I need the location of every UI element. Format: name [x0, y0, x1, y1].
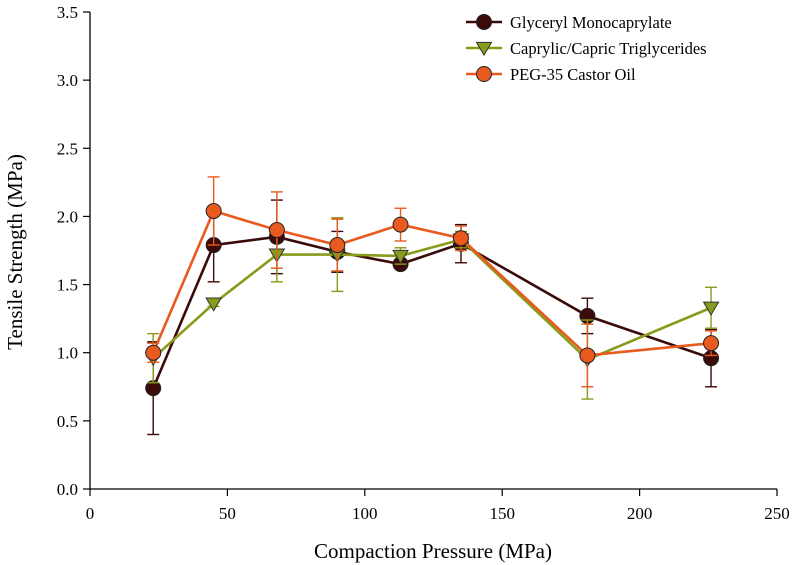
- data-point: [392, 216, 409, 233]
- data-point: [579, 347, 596, 364]
- data-point: [452, 230, 469, 247]
- y-axis-ticks: 0.0 0.5 1.0 1.5 2.0 2.5 3.0 3.5: [57, 3, 90, 499]
- legend-item-2: Caprylic/Capric Triglycerides: [466, 39, 707, 58]
- x-tick-label: 150: [489, 504, 515, 523]
- series-2: [144, 217, 720, 400]
- legend-marker: [475, 41, 493, 57]
- series-line: [152, 209, 712, 357]
- y-tick-label: 1.0: [57, 344, 78, 363]
- x-tick-label: 50: [219, 504, 236, 523]
- x-tick-label: 200: [627, 504, 653, 523]
- legend-label: PEG-35 Castor Oil: [510, 65, 636, 84]
- data-point: [702, 301, 720, 316]
- x-tick-label: 250: [764, 504, 790, 523]
- data-point: [205, 297, 223, 312]
- data-point: [145, 344, 162, 361]
- y-tick-label: 1.5: [57, 276, 78, 295]
- data-point: [205, 202, 222, 219]
- series-3: [145, 176, 720, 388]
- series-line: [152, 235, 712, 389]
- data-point: [268, 222, 285, 239]
- y-tick-label: 0.0: [57, 480, 78, 499]
- y-tick-label: 0.5: [57, 412, 78, 431]
- axes: [89, 12, 777, 490]
- x-tick-label: 100: [352, 504, 378, 523]
- series-layer: [144, 176, 720, 436]
- legend-item-1: Glyceryl Monocaprylate: [466, 13, 672, 32]
- x-tick-label: 0: [86, 504, 95, 523]
- x-axis-label: Compaction Pressure (MPa): [314, 539, 552, 563]
- data-point: [329, 237, 346, 254]
- legend: Glyceryl Monocaprylate Caprylic/Capric Tr…: [466, 13, 707, 84]
- legend-label: Caprylic/Capric Triglycerides: [510, 39, 707, 58]
- data-point: [392, 249, 409, 265]
- legend-marker: [476, 66, 492, 82]
- y-tick-label: 3.0: [57, 71, 78, 90]
- y-tick-label: 3.5: [57, 3, 78, 22]
- y-tick-label: 2.5: [57, 139, 78, 158]
- x-axis-ticks: 0 50 100 150 200 250: [86, 489, 790, 523]
- legend-item-3: PEG-35 Castor Oil: [466, 65, 636, 84]
- series-1: [145, 199, 720, 436]
- legend-label: Glyceryl Monocaprylate: [510, 13, 672, 32]
- legend-marker: [476, 14, 492, 30]
- data-point: [703, 335, 720, 352]
- series-line: [152, 238, 712, 362]
- y-axis-label: Tensile Strength (MPa): [3, 154, 27, 350]
- y-tick-label: 2.0: [57, 207, 78, 226]
